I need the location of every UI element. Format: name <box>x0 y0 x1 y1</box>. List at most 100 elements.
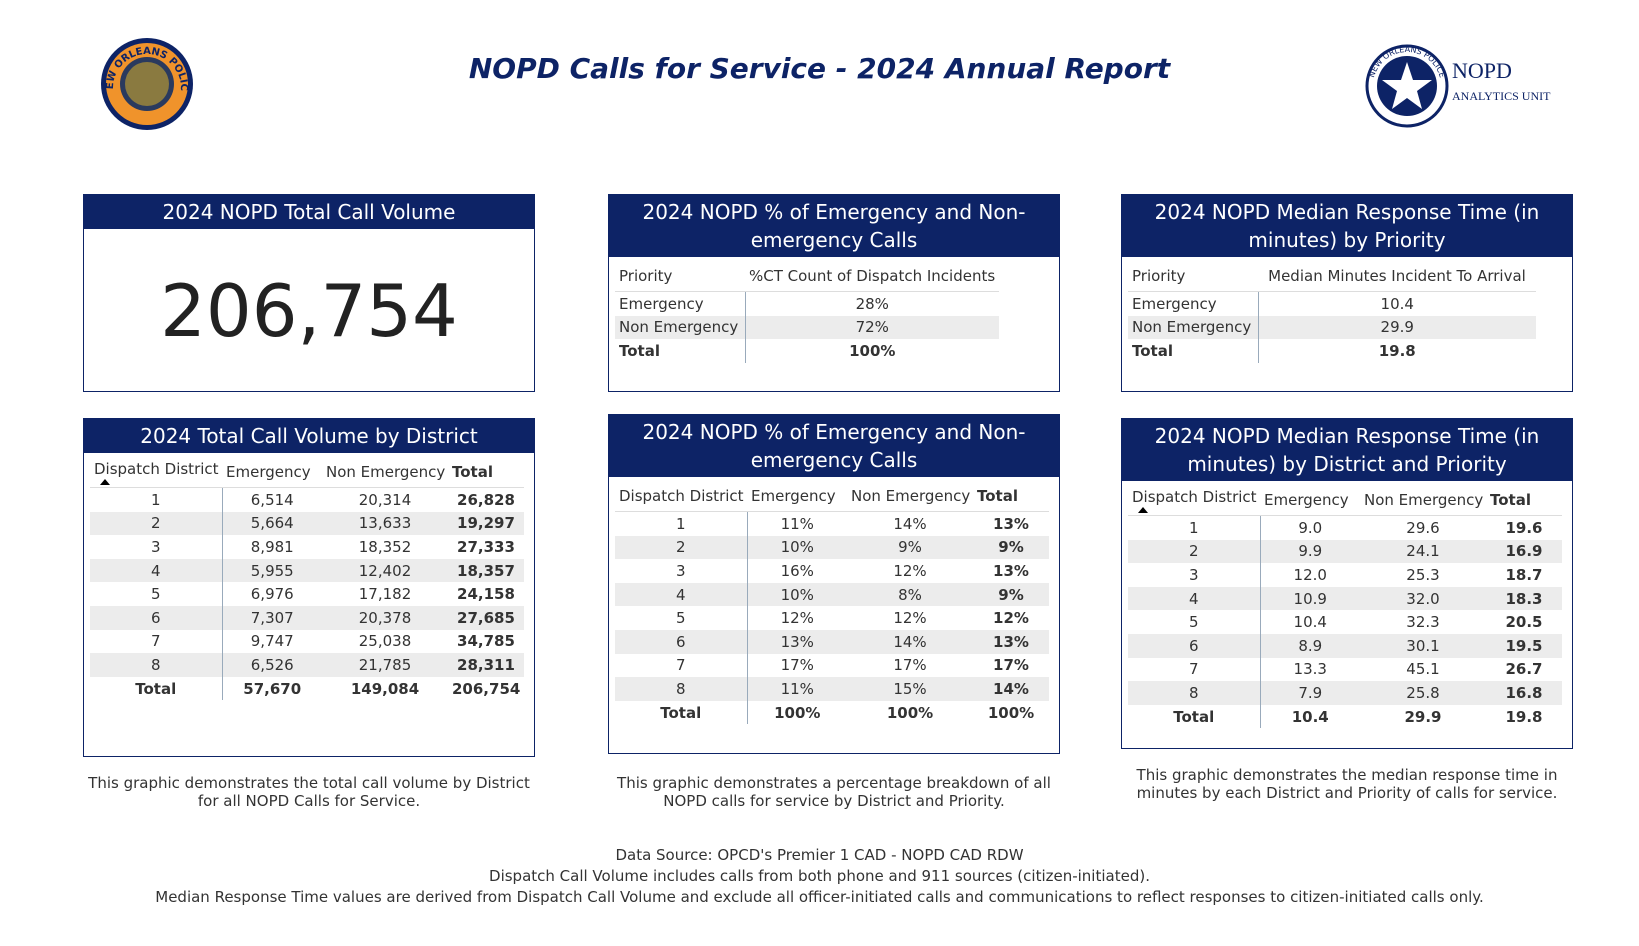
cell: 100% <box>774 703 821 722</box>
data-row: 1 6,514 20,314 26,828 <box>90 487 524 512</box>
column-header: Priority <box>615 261 745 292</box>
cell: 9% <box>847 535 973 560</box>
data-row: 5 12% 12% 12% <box>615 606 1049 630</box>
cell: 2 <box>1128 539 1261 564</box>
cell: 206,754 <box>452 679 521 698</box>
total-row: Total 100% 100% 100% <box>615 700 1049 725</box>
column-header-text: Total <box>452 463 493 481</box>
cell: 10% <box>747 535 847 560</box>
cell: 6,514 <box>250 490 294 509</box>
data-row: 6 13% 14% 13% <box>615 629 1049 654</box>
cell: 45.1 <box>1406 660 1440 679</box>
cell: 10.4 <box>1380 294 1414 313</box>
cell: 27,333 <box>457 537 515 556</box>
cell: 8.9 <box>1260 633 1360 658</box>
cell: 3 <box>615 559 748 583</box>
column-header-text: Emergency <box>751 487 836 505</box>
data-table: Priority %CT Count of Dispatch Incidents E… <box>615 261 999 363</box>
cell: Total <box>615 339 746 363</box>
cell: 10.4 <box>1293 613 1327 632</box>
cell: 29.9 <box>1258 315 1536 340</box>
note: This graphic demonstrates the total call… <box>88 774 530 810</box>
cell: 12.0 <box>1293 565 1327 584</box>
cell: 6 <box>615 629 748 654</box>
cell: 24,158 <box>457 585 515 604</box>
cell: 13,633 <box>322 511 448 536</box>
cell: 25,038 <box>358 632 412 651</box>
cell: 2 <box>615 535 748 560</box>
cell: 25.8 <box>1360 681 1486 705</box>
cell: 10% <box>747 582 847 607</box>
cell: 28% <box>855 294 889 313</box>
cell: 29.6 <box>1406 518 1440 537</box>
data-row: 7 17% 17% 17% <box>615 653 1049 678</box>
cell: 19.8 <box>1505 707 1543 726</box>
cell: 17% <box>893 656 927 675</box>
cell: 9.9 <box>1260 539 1360 564</box>
cell: 8 <box>1128 681 1261 705</box>
data-row: Non Emergency 72% <box>615 315 999 340</box>
cell: 12% <box>993 609 1029 628</box>
sort-arrow <box>100 478 110 485</box>
cell: 1 <box>1128 515 1261 540</box>
column-header-text: Median Minutes Incident To Arrival <box>1268 267 1526 285</box>
data-row: 2 10% 9% 9% <box>615 535 1049 560</box>
column-header: Emergency <box>747 481 847 512</box>
cell: 72% <box>745 315 999 340</box>
cell: 27,685 <box>448 605 524 630</box>
column-header-text: Dispatch District <box>619 487 744 505</box>
data-table: Dispatch District Emergency Non Emergency T… <box>615 481 1049 725</box>
cell: 11% <box>780 514 814 533</box>
total-row: Total 10.4 29.9 19.8 <box>1128 704 1562 729</box>
column-header: Non Emergency <box>1360 485 1486 516</box>
header-row: Dispatch District Emergency Non Emergency T… <box>90 457 524 488</box>
column-header-text: %CT Count of Dispatch Incidents <box>749 267 996 285</box>
cell: 6,976 <box>250 585 294 604</box>
cell: 14% <box>893 514 927 533</box>
card-title: 2024 NOPD % of Emergency and Non-emergen… <box>609 415 1059 477</box>
pct-district-card: 2024 NOPD % of Emergency and Non-emergen… <box>608 414 1060 754</box>
column-header: Dispatch District <box>615 481 747 512</box>
footer-line: Median Response Time values are derived … <box>155 888 1484 906</box>
cell: 17,182 <box>358 585 412 604</box>
cell: 5 <box>615 606 748 630</box>
column-header-text: Non Emergency <box>326 463 446 481</box>
cell: 13% <box>747 629 847 654</box>
cell: 16% <box>780 561 814 580</box>
cell: 16.9 <box>1486 539 1562 564</box>
cell: 6 <box>90 605 223 630</box>
sort-arrow <box>1138 506 1148 513</box>
cell: Non Emergency <box>1128 315 1259 340</box>
cell: 17% <box>780 656 814 675</box>
header-row: Priority %CT Count of Dispatch Incidents <box>615 261 999 292</box>
cell: 100% <box>886 703 934 722</box>
data-row: 4 5,955 12,402 18,357 <box>90 558 524 583</box>
cell: 3 <box>90 535 223 559</box>
cell: 8 <box>615 677 748 701</box>
column-header-text: Total <box>1490 491 1531 509</box>
column-header-text: Total <box>977 487 1018 505</box>
cell: 5 <box>90 582 223 606</box>
cell: 20,378 <box>322 605 448 630</box>
data-row: 4 10% 8% 9% <box>615 582 1049 607</box>
cell: 9.0 <box>1298 518 1323 537</box>
column-header: Priority <box>1128 261 1258 292</box>
cell: 5,955 <box>222 558 322 583</box>
cell: 12% <box>893 609 927 628</box>
column-header-text: Non Emergency <box>851 487 971 505</box>
analytics-unit-logo: NEW ORLEANS POLICE NOPD ANALYTICS UNIT <box>1365 44 1551 128</box>
cell: 9,747 <box>250 632 294 651</box>
cell: 2 <box>90 511 223 536</box>
cell: 4 <box>615 582 748 607</box>
cell: Non Emergency <box>615 315 746 340</box>
data-row: 3 8,981 18,352 27,333 <box>90 535 524 559</box>
data-row: Emergency 28% <box>615 291 999 316</box>
cell: 19,297 <box>448 511 524 536</box>
cell: 10.4 <box>1291 707 1329 726</box>
data-row: 8 6,526 21,785 28,311 <box>90 653 524 677</box>
cell: 25.3 <box>1406 565 1440 584</box>
cell: 26.7 <box>1505 660 1543 679</box>
data-row: 6 7,307 20,378 27,685 <box>90 605 524 630</box>
cell: 7.9 <box>1260 681 1360 705</box>
data-row: Emergency 10.4 <box>1128 291 1536 316</box>
